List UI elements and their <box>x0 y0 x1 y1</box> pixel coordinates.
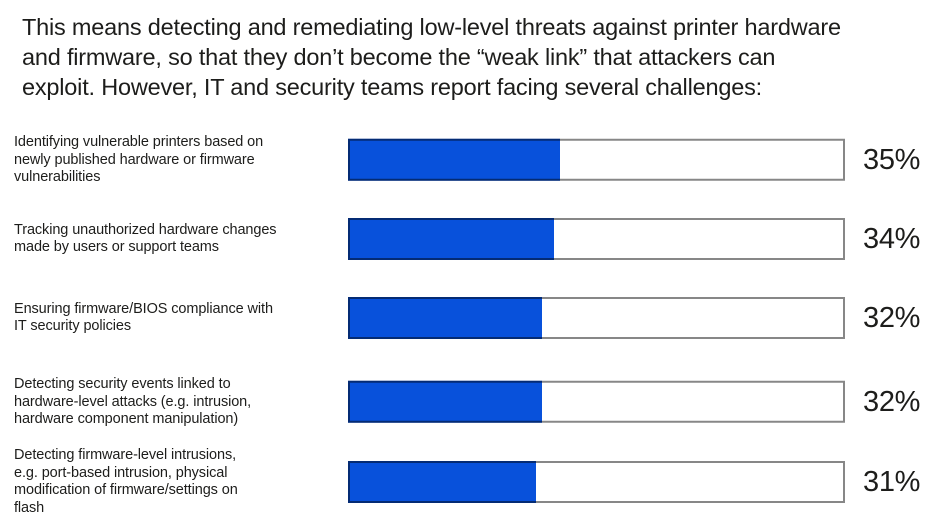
bar-track <box>348 218 845 260</box>
bar-label: Ensuring firmware/BIOS compliance with I… <box>14 300 273 335</box>
bar-value: 35% <box>863 143 921 176</box>
bar-fill <box>348 461 536 503</box>
chart-row: Detecting firmware-level intrusions, e.g… <box>0 447 943 517</box>
bar-value: 31% <box>863 465 921 498</box>
bar-track <box>348 381 845 423</box>
bar-fill <box>348 218 555 260</box>
bar-value: 32% <box>863 385 921 418</box>
intro-paragraph: This means detecting and remediating low… <box>22 14 841 100</box>
bar-fill <box>348 297 542 339</box>
bar-track <box>348 297 845 339</box>
bar-label: Identifying vulnerable printers based on… <box>14 133 264 185</box>
bar-fill <box>348 381 542 423</box>
bar-track <box>348 139 845 181</box>
bar-label: Detecting security events linked to hard… <box>14 375 252 427</box>
bar-label: Detecting firmware-level intrusions, e.g… <box>14 447 238 516</box>
bar-value: 32% <box>863 301 921 334</box>
chart-row: Ensuring firmware/BIOS compliance with I… <box>0 297 943 339</box>
bar-track <box>348 461 845 503</box>
bar-fill <box>348 139 561 181</box>
chart-row: Identifying vulnerable printers based on… <box>0 134 943 187</box>
bar-value: 34% <box>863 222 921 255</box>
bar-label: Tracking unauthorized hardware changes m… <box>14 221 277 256</box>
chart-row: Tracking unauthorized hardware changes m… <box>0 218 943 260</box>
chart-row: Detecting security events linked to hard… <box>0 376 943 429</box>
